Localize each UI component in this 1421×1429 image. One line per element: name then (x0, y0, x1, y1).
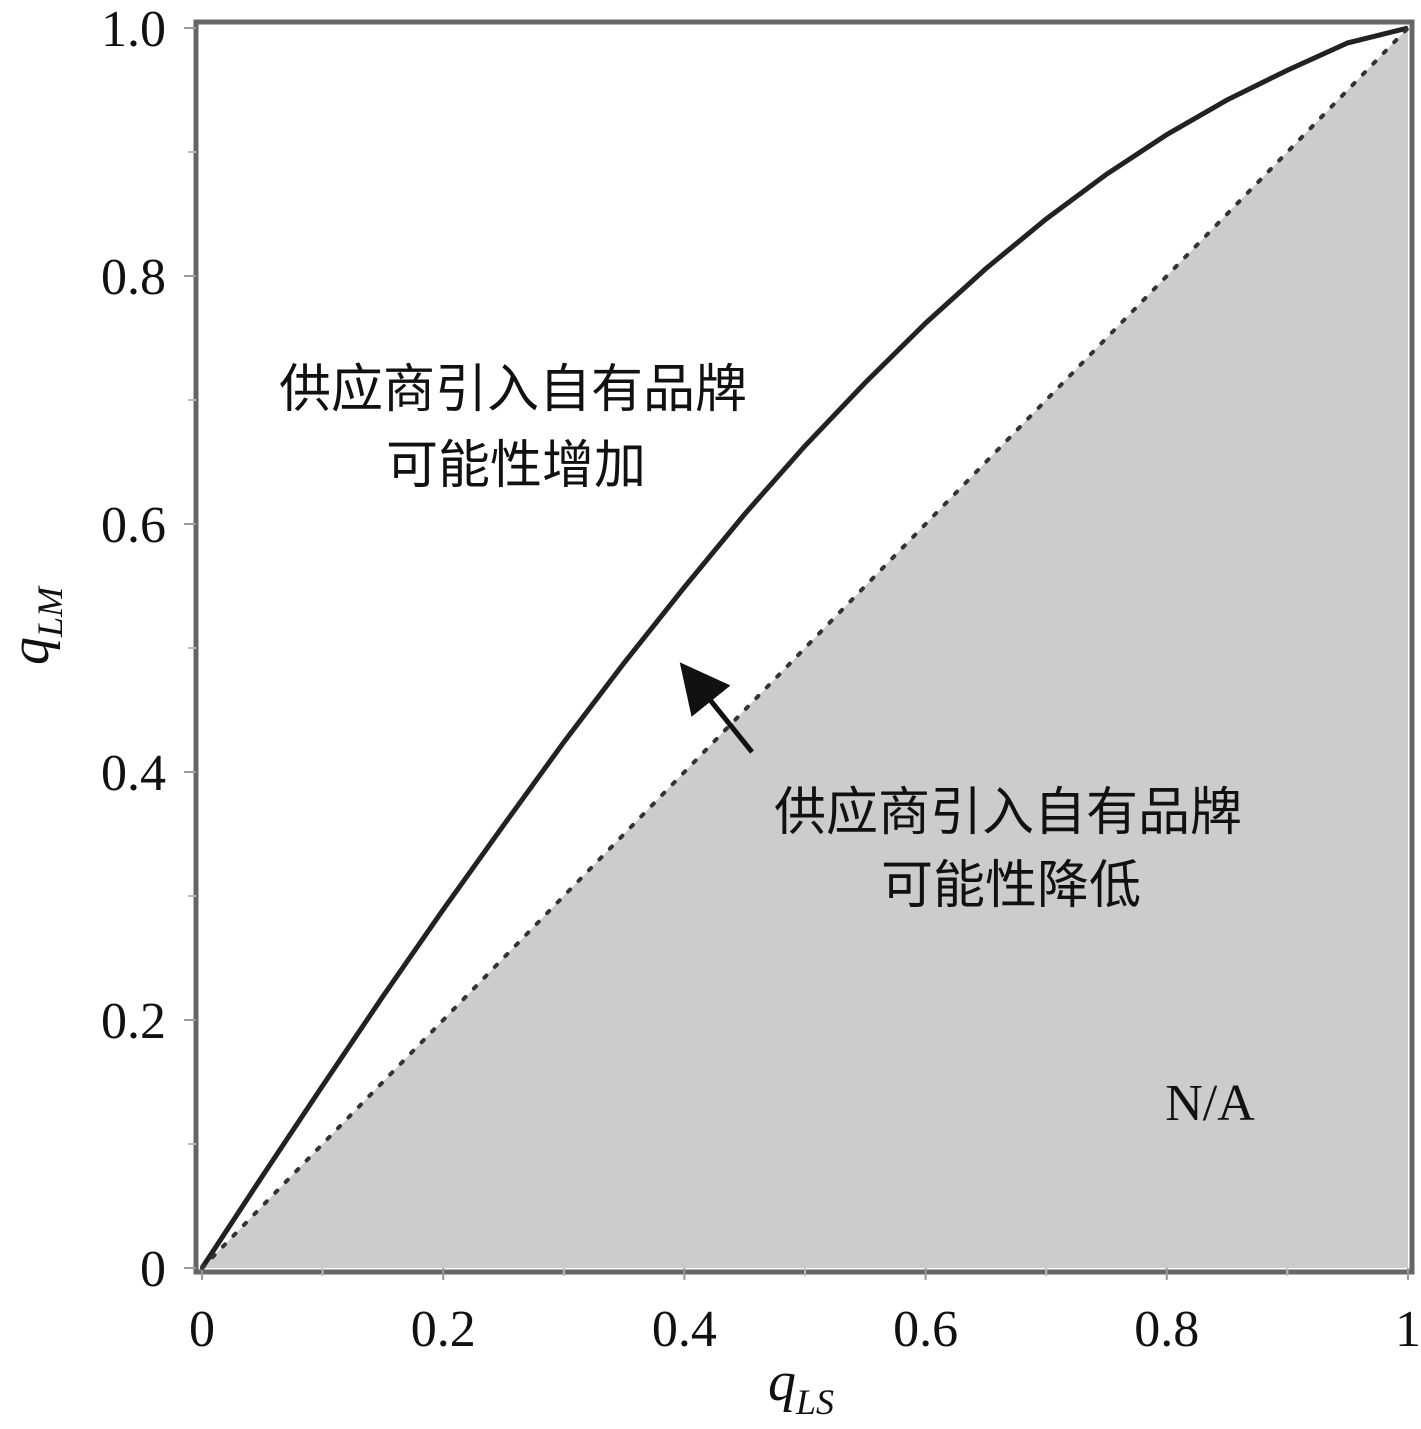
y-tick-label-0: 0 (140, 1241, 166, 1298)
y-tick-label-4: 0.8 (101, 249, 166, 306)
annotation-na: N/A (1165, 1075, 1255, 1132)
x-axis-label-sub: LS (795, 1382, 834, 1422)
x-tick-label-2: 0.4 (652, 1301, 717, 1358)
y-axis-label-sub: LM (30, 585, 70, 638)
y-tick-label-1: 0.2 (101, 993, 166, 1050)
y-tick-label-5: 1.0 (101, 1, 166, 58)
x-tick-label-0: 0 (189, 1301, 215, 1358)
annotation-increase-line-1: 供应商引入自有品牌 (279, 360, 747, 420)
shaded-region (202, 28, 1408, 1268)
x-tick-label-1: 0.2 (411, 1301, 476, 1358)
series-line-1 (200, 26, 1410, 1270)
x-tick-label-5: 1 (1395, 1301, 1421, 1358)
annotation-decrease: 供应商引入自有品牌 可能性降低 (774, 783, 1242, 916)
y-tick-label-3: 0.6 (101, 497, 166, 554)
annotation-decrease-line-1: 供应商引入自有品牌 (774, 783, 1242, 843)
x-tick-label-4: 0.8 (1134, 1301, 1199, 1358)
y-axis-label: qLM (0, 585, 70, 665)
annotation-decrease-line-2: 可能性降低 (881, 856, 1141, 916)
annotation-arrow (679, 662, 754, 754)
x-axis-label: qLS (768, 1351, 834, 1422)
y-tick-label-2: 0.4 (101, 745, 166, 802)
y-axis-label-main: q (0, 637, 61, 665)
annotation-increase: 供应商引入自有品牌 可能性增加 (279, 360, 747, 496)
x-axis-label-main: q (768, 1351, 796, 1413)
annotation-increase-line-2: 可能性增加 (386, 436, 646, 496)
x-tick-label-3: 0.6 (893, 1301, 958, 1358)
series-line-0 (199, 25, 1409, 1270)
